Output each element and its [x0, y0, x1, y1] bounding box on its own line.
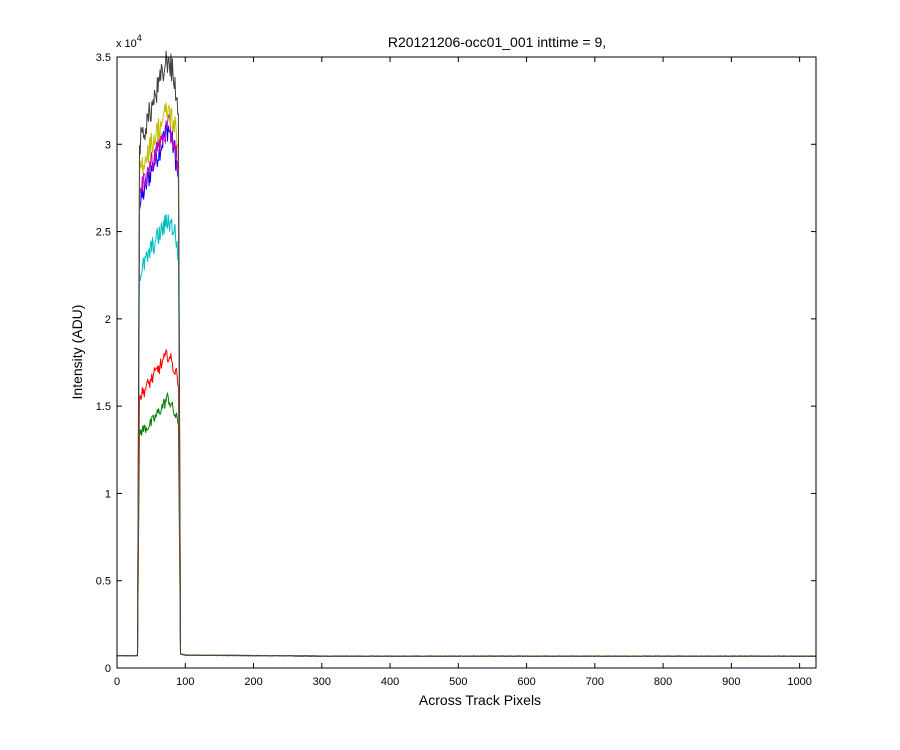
series-line-6	[116, 50, 817, 658]
x-tick-label: 900	[722, 676, 740, 688]
y-axis-label: Intensity (ADU)	[69, 305, 85, 400]
x-tick-label: 200	[244, 676, 262, 688]
y-tick-label: 2.5	[96, 227, 111, 239]
x-tick-label: 300	[313, 676, 331, 688]
series-line-0	[116, 124, 817, 658]
axes-layer: 0 100 200 300 400 500 600 700 800 900 1000 0 0.5 1 1.5…	[96, 52, 817, 688]
y-tick-label: 3	[105, 139, 111, 151]
plot-frame	[116, 56, 817, 669]
x-axis-label: Across Track Pixels	[419, 692, 541, 708]
y-tick-label: 2	[105, 314, 111, 326]
x-tick-label: 0	[114, 676, 120, 688]
y-exponent-power: 4	[137, 33, 142, 43]
y-tick-label: 1	[105, 488, 111, 500]
chart-title: R20121206-occ01_001 inttime = 9,	[388, 34, 606, 50]
y-tick-label: 1.5	[96, 401, 111, 413]
x-tick-label: 600	[517, 676, 535, 688]
y-tick-label: 3.5	[96, 52, 111, 64]
x-tick-label: 400	[381, 676, 399, 688]
x-tick-label: 100	[176, 676, 194, 688]
series-line-2	[116, 349, 817, 658]
series-line-5	[117, 102, 817, 658]
y-tick-label: 0	[105, 663, 111, 675]
x-tick-label: 500	[449, 676, 467, 688]
series-line-4	[116, 113, 817, 658]
x-tick-label: 1000	[787, 676, 811, 688]
series-line-1	[117, 391, 817, 658]
series-layer	[116, 50, 817, 658]
y-exponent-label: x 104	[116, 33, 142, 50]
y-tick-label: 0.5	[96, 576, 111, 588]
x-tick-label: 700	[586, 676, 604, 688]
y-exponent-base: x 10	[116, 38, 137, 50]
x-tick-label: 800	[654, 676, 672, 688]
series-line-3	[116, 214, 817, 658]
